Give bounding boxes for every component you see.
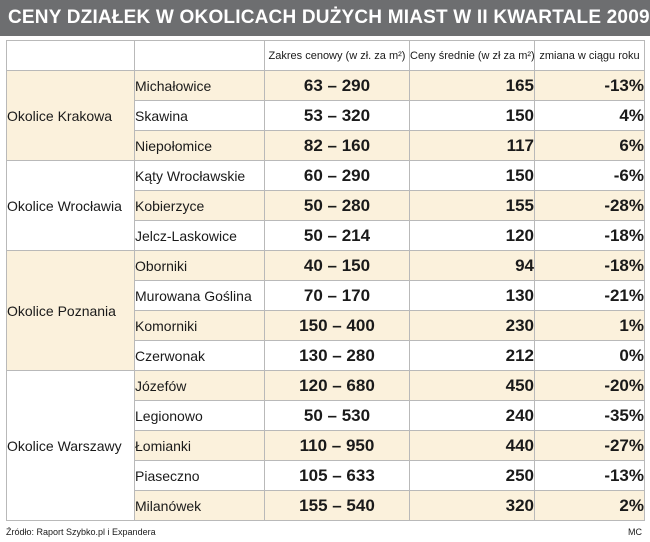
town-cell: Legionowo [134,400,265,431]
avg-cell: 230 [409,310,535,341]
avg-cell: 212 [409,340,535,371]
town-cell: Skawina [134,100,265,131]
range-cell: 50 – 214 [264,220,410,251]
table-row: Czerwonak 130 – 280 212 0% [7,340,645,371]
range-cell: 53 – 320 [264,100,410,131]
town-cell: Michałowice [134,70,265,101]
region-label: Okolice Krakowa [6,70,135,161]
table-frame: Zakres cenowy (w zł. za m²) Ceny średnie… [0,36,650,542]
table-title: CENY DZIAŁEK W OKOLICACH DUŻYCH MIAST W … [0,0,650,36]
town-cell: Milanówek [134,490,265,521]
town-cell: Kobierzyce [134,190,265,221]
avg-cell: 117 [409,130,535,161]
table-row: Okolice Poznania Oborniki 40 – 150 94 -1… [6,250,645,371]
range-cell: 120 – 680 [264,370,410,401]
avg-cell: 240 [409,400,535,431]
header-range: Zakres cenowy (w zł. za m²) [264,40,410,71]
change-cell: 4% [534,100,645,131]
change-cell: -20% [534,370,645,401]
table-row: Okolice Warszawy Józefów 120 – 680 450 -… [6,370,645,521]
change-cell: -6% [534,160,645,191]
town-cell: Łomianki [134,430,265,461]
avg-cell: 150 [409,100,535,131]
town-cell: Niepołomice [134,130,265,161]
range-cell: 50 – 280 [264,190,410,221]
table-row: Piaseczno 105 – 633 250 -13% [7,460,645,491]
town-cell: Oborniki [134,250,265,281]
table-row: Komorniki 150 – 400 230 1% [7,310,645,341]
change-cell: -13% [534,460,645,491]
avg-cell: 440 [409,430,535,461]
change-cell: -21% [534,280,645,311]
change-cell: -18% [534,220,645,251]
header-avg: Ceny średnie (w zł za m²) [409,40,535,71]
town-cell: Murowana Goślina [134,280,265,311]
change-cell: -35% [534,400,645,431]
avg-cell: 155 [409,190,535,221]
range-cell: 63 – 290 [264,70,410,101]
header-row: Zakres cenowy (w zł. za m²) Ceny średnie… [6,40,645,71]
table-row: Okolice Wrocławia Kąty Wrocławskie 60 – … [6,160,645,251]
header-town [134,40,265,71]
table-body: Okolice Krakowa Michałowice 63 – 290 165… [6,70,645,521]
avg-cell: 130 [409,280,535,311]
table-row: Skawina 53 – 320 150 4% [7,100,645,131]
avg-cell: 94 [409,250,535,281]
town-cell: Piaseczno [134,460,265,491]
town-cell: Czerwonak [134,340,265,371]
author-mark: MC [628,527,642,537]
region-label: Okolice Poznania [6,250,135,371]
range-cell: 50 – 530 [264,400,410,431]
range-cell: 60 – 290 [264,160,410,191]
town-cell: Komorniki [134,310,265,341]
town-cell: Józefów [134,370,265,401]
change-cell: 2% [534,490,645,521]
table-row: Kobierzyce 50 – 280 155 -28% [7,190,645,221]
change-cell: -28% [534,190,645,221]
town-cell: Kąty Wrocławskie [134,160,265,191]
table-row: Łomianki 110 – 950 440 -27% [7,430,645,461]
change-cell: -13% [534,70,645,101]
change-cell: 6% [534,130,645,161]
header-change: zmiana w ciągu roku [534,40,645,71]
range-cell: 82 – 160 [264,130,410,161]
header-region [6,40,135,71]
change-cell: 0% [534,340,645,371]
avg-cell: 450 [409,370,535,401]
range-cell: 105 – 633 [264,460,410,491]
change-cell: 1% [534,310,645,341]
range-cell: 155 – 540 [264,490,410,521]
avg-cell: 120 [409,220,535,251]
range-cell: 70 – 170 [264,280,410,311]
town-cell: Jelcz-Laskowice [134,220,265,251]
avg-cell: 250 [409,460,535,491]
range-cell: 40 – 150 [264,250,410,281]
avg-cell: 320 [409,490,535,521]
avg-cell: 165 [409,70,535,101]
price-table: Zakres cenowy (w zł. za m²) Ceny średnie… [6,40,645,521]
region-label: Okolice Warszawy [6,370,135,521]
range-cell: 130 – 280 [264,340,410,371]
change-cell: -27% [534,430,645,461]
table-row: Murowana Goślina 70 – 170 130 -21% [7,280,645,311]
table-row: Jelcz-Laskowice 50 – 214 120 -18% [7,220,645,251]
range-cell: 110 – 950 [264,430,410,461]
avg-cell: 150 [409,160,535,191]
source-note: Źródło: Raport Szybko.pl i Expandera [6,527,156,537]
table-row: Niepołomice 82 – 160 117 6% [7,130,645,161]
range-cell: 150 – 400 [264,310,410,341]
region-label: Okolice Wrocławia [6,160,135,251]
table-row: Okolice Krakowa Michałowice 63 – 290 165… [6,70,645,161]
change-cell: -18% [534,250,645,281]
table-row: Milanówek 155 – 540 320 2% [7,490,645,521]
